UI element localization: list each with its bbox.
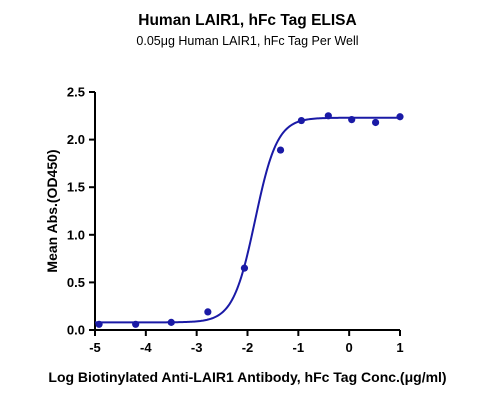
x-tick-label: -3 bbox=[191, 340, 203, 355]
data-point bbox=[348, 116, 356, 124]
data-point bbox=[132, 320, 140, 328]
data-point bbox=[167, 318, 175, 326]
y-tick-label: 2.5 bbox=[67, 85, 85, 100]
data-point bbox=[372, 118, 380, 127]
data-point bbox=[297, 116, 305, 125]
x-tick-label: -2 bbox=[242, 340, 254, 355]
x-tick-label: 0 bbox=[346, 340, 353, 355]
y-tick-label: 1.0 bbox=[67, 227, 85, 242]
data-point bbox=[95, 320, 103, 328]
data-point bbox=[276, 146, 285, 154]
chart-title: Human LAIR1, hFc Tag ELISA bbox=[138, 12, 357, 29]
y-axis-ticks: 0.0 0.5 1.0 1.5 2.0 2.5 bbox=[67, 85, 95, 338]
data-point bbox=[396, 113, 404, 121]
y-tick-label: 2.0 bbox=[67, 132, 85, 147]
x-tick-label: -4 bbox=[140, 340, 152, 355]
x-axis-title: Log Biotinylated Anti-LAIR1 Antibody, hF… bbox=[48, 369, 446, 385]
x-tick-label: -1 bbox=[293, 340, 305, 355]
fit-curve bbox=[95, 116, 400, 324]
y-axis-title: Mean Abs.(OD450) bbox=[44, 149, 60, 272]
x-tick-label: -5 bbox=[89, 340, 101, 355]
data-point bbox=[204, 308, 212, 316]
x-tick-label: 1 bbox=[396, 340, 403, 355]
data-point bbox=[324, 112, 332, 120]
x-axis-ticks: -5 -4 -3 -2 -1 0 1 bbox=[89, 330, 404, 355]
data-point bbox=[240, 264, 249, 272]
y-tick-label: 0.5 bbox=[67, 275, 85, 290]
chart-subtitle: 0.05μg Human LAIR1, hFc Tag Per Well bbox=[136, 34, 359, 48]
y-tick-label: 1.5 bbox=[67, 180, 85, 195]
data-points bbox=[95, 112, 404, 328]
y-tick-label: 0.0 bbox=[67, 323, 85, 338]
